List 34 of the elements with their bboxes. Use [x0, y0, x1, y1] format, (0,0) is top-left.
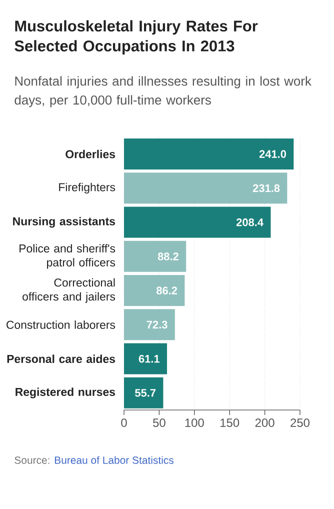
data-label: 61.1	[138, 354, 160, 363]
data-label: 55.7	[135, 389, 156, 397]
data-label: 72.3	[146, 320, 168, 329]
text: Bureau of Labor Statistics	[54, 456, 174, 464]
y-tick-label: Police and sheriff's patrol officers	[20, 244, 116, 269]
x-tick-label: 200	[255, 418, 274, 427]
y-tick-label: Correctional officers and jailers	[22, 278, 116, 303]
x-tick-label: 150	[220, 418, 240, 427]
x-tick-label: 100	[185, 418, 204, 427]
bar	[124, 240, 186, 272]
x-tick-label: 50	[153, 418, 166, 427]
bar	[124, 138, 294, 170]
data-label: 86.2	[156, 286, 178, 294]
data-label: 208.4	[236, 218, 264, 226]
chart-title: Musculoskeletal Injury Rates For Selected Occupations In 2013	[14, 20, 258, 55]
x-tick-label: 0	[121, 418, 127, 427]
bar	[124, 377, 164, 408]
bar	[124, 172, 288, 204]
bar	[124, 275, 185, 306]
y-tick-label: Registered nurses	[16, 388, 116, 398]
y-tick-label: Firefighters	[59, 182, 116, 194]
chart-subtitle: Nonfatal injuries and illnesses resulting in lost work days, per 10,000 full-time workers	[14, 76, 312, 108]
bar	[124, 343, 168, 374]
bar	[124, 206, 271, 238]
y-tick-label: Orderlies	[66, 150, 116, 158]
x-tick-label: 250	[290, 418, 310, 427]
y-tick-label: Construction laborers	[6, 320, 116, 329]
y-tick-label: Nursing assistants	[13, 216, 116, 228]
bar	[124, 309, 175, 340]
data-label: 241.0	[259, 150, 286, 158]
data-label: 231.8	[252, 184, 280, 192]
source-note: Source:	[14, 456, 50, 464]
data-label: 88.2	[158, 252, 178, 260]
y-tick-label: Personal care aides	[7, 354, 115, 364]
